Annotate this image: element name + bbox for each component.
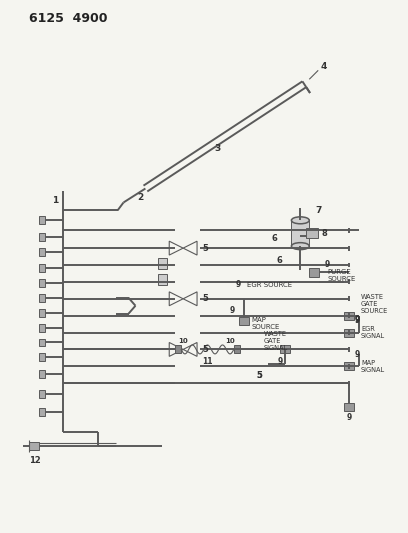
Text: 1: 1 (52, 196, 58, 205)
Text: EGR
SIGNAL: EGR SIGNAL (361, 326, 385, 339)
Bar (280, 345, 290, 353)
Bar (39, 353, 45, 361)
Text: 5: 5 (202, 294, 208, 303)
Bar (39, 248, 45, 256)
Text: MAP
SIGNAL: MAP SIGNAL (361, 360, 385, 373)
Text: 6: 6 (277, 255, 282, 264)
Text: 11: 11 (202, 357, 212, 366)
Bar (344, 328, 354, 336)
Text: 5: 5 (257, 371, 263, 379)
Text: 9: 9 (354, 316, 359, 325)
Bar (39, 324, 45, 332)
Bar (239, 317, 249, 325)
Bar (39, 390, 45, 398)
Text: 12: 12 (29, 456, 41, 465)
Bar (291, 220, 309, 246)
Text: 6125  4900: 6125 4900 (29, 12, 108, 25)
Text: PURGE
SOURCE: PURGE SOURCE (327, 270, 355, 282)
Bar (175, 345, 181, 353)
Bar (39, 216, 45, 224)
Bar (39, 233, 45, 241)
Text: MAP
SOURCE: MAP SOURCE (252, 317, 280, 330)
Bar (39, 338, 45, 346)
Text: 9: 9 (324, 260, 330, 269)
Bar (309, 268, 319, 277)
Ellipse shape (291, 243, 309, 249)
Text: EGR SOURCE: EGR SOURCE (247, 282, 292, 288)
Text: 8: 8 (322, 229, 327, 238)
Bar (39, 408, 45, 416)
Text: 9: 9 (278, 357, 283, 366)
Text: 5: 5 (202, 345, 208, 354)
Bar (158, 258, 167, 269)
Text: 9: 9 (346, 414, 352, 423)
Text: WASTE
GATE
SIGNAL: WASTE GATE SIGNAL (264, 332, 288, 351)
Text: 4: 4 (321, 62, 327, 71)
Bar (39, 370, 45, 378)
Ellipse shape (291, 217, 309, 224)
Text: 10: 10 (225, 338, 235, 344)
Bar (39, 264, 45, 272)
Bar (39, 294, 45, 302)
Text: 9: 9 (354, 315, 359, 324)
Text: 5: 5 (202, 244, 208, 253)
Text: WASTE
GATE
SOURCE: WASTE GATE SOURCE (361, 294, 388, 314)
Text: 7: 7 (315, 206, 322, 215)
Bar (344, 403, 354, 411)
Bar (344, 362, 354, 370)
Bar (306, 228, 318, 238)
Bar (39, 309, 45, 317)
Bar (29, 442, 39, 450)
Bar (344, 312, 354, 320)
Text: 10: 10 (178, 338, 188, 344)
Text: 9: 9 (229, 306, 235, 315)
Text: 3: 3 (215, 144, 221, 154)
Text: 6: 6 (272, 233, 277, 243)
Bar (234, 345, 240, 353)
Text: 5: 5 (257, 371, 263, 379)
Text: 2: 2 (137, 193, 144, 202)
Text: 9: 9 (354, 350, 359, 359)
Bar (158, 274, 167, 285)
Text: 9: 9 (235, 280, 240, 289)
Bar (39, 279, 45, 287)
